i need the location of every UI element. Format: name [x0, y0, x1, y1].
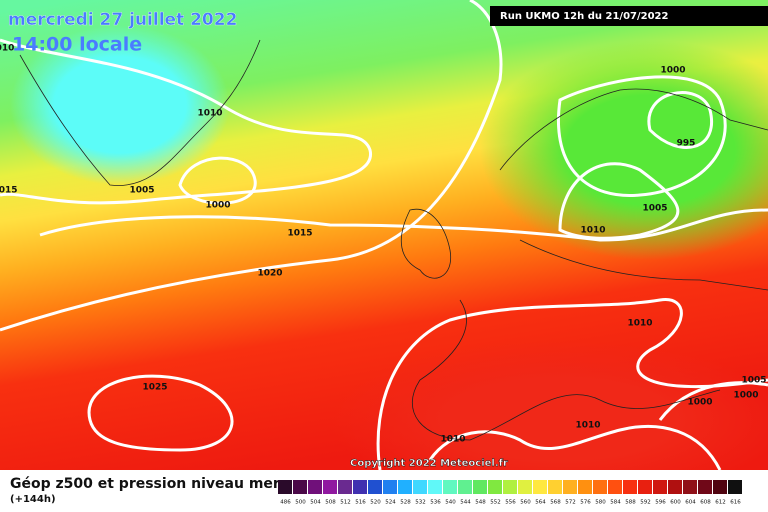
scale-label: 568 [550, 500, 561, 506]
scale-label: 588 [625, 500, 636, 506]
scale-swatch [398, 480, 412, 494]
scale-label: 584 [610, 500, 621, 506]
coastlines [19, 39, 768, 441]
scale-label: 524 [385, 500, 396, 506]
ridge [330, 340, 768, 470]
footer-title: Géop z500 et pression niveau mer [10, 476, 280, 492]
isobar-label: 1010 [440, 435, 465, 445]
scale-swatch [353, 480, 367, 494]
scale-swatch [308, 480, 322, 494]
scale-label: 604 [685, 500, 696, 506]
scale-label: 548 [475, 500, 486, 506]
isobar-label: 1000 [733, 391, 758, 401]
scale-swatch [338, 480, 352, 494]
isobar-label: 1010 [197, 109, 222, 119]
isobars [0, 0, 768, 470]
scale-label: 508 [325, 500, 336, 506]
scale-swatch [638, 480, 652, 494]
scale-label: 560 [520, 500, 531, 506]
scale-label: 540 [445, 500, 456, 506]
run-label: Run UKMO 12h du 21/07/2022 [500, 11, 669, 22]
isobar-label: 1010 [575, 421, 600, 431]
scale-swatch [563, 480, 577, 494]
isobar-label: 995 [677, 139, 696, 149]
scale-label: 592 [640, 500, 651, 506]
scale-label: 486 [280, 500, 291, 506]
scale-label: 572 [565, 500, 576, 506]
scale-swatch [608, 480, 622, 494]
date: mercredi 27 juillet 2022 [8, 10, 237, 30]
copyright: Copyright 2022 Meteociel.fr [350, 458, 508, 469]
footer-lead: (+144h) [10, 494, 56, 505]
scale-swatch [668, 480, 682, 494]
local-time: 14:00 locale [12, 34, 142, 56]
scale-swatch [488, 480, 502, 494]
isobar-label: 1000 [660, 66, 685, 76]
scale-label: 528 [400, 500, 411, 506]
scale-label: 500 [295, 500, 306, 506]
scale-label: 504 [310, 500, 321, 506]
scale-label: 536 [430, 500, 441, 506]
run-box [490, 6, 768, 26]
scale-label: 520 [370, 500, 381, 506]
scale-swatch [518, 480, 532, 494]
scale-label: 556 [505, 500, 516, 506]
scale-swatch [368, 480, 382, 494]
scale-swatch [698, 480, 712, 494]
scale-swatch [383, 480, 397, 494]
isobar-label: 1015 [0, 186, 18, 196]
scale-label: 608 [700, 500, 711, 506]
scale-label: 564 [535, 500, 546, 506]
isobar-label: 1015 [287, 229, 312, 239]
scale-swatch [623, 480, 637, 494]
cold-pool [10, 25, 230, 185]
isobar-label: 1020 [257, 269, 282, 279]
scale-swatch [293, 480, 307, 494]
scale-swatch [428, 480, 442, 494]
scale-swatch [548, 480, 562, 494]
scale-swatch [533, 480, 547, 494]
scale-swatch [578, 480, 592, 494]
color-scale: 486 500 504 508 512 516 520 524 528 532 536 540 544 5… [278, 480, 742, 506]
scale-label: 532 [415, 500, 426, 506]
scale-label: 576 [580, 500, 591, 506]
scale-label: 616 [730, 500, 741, 506]
scale-swatch [458, 480, 472, 494]
isobar-label: 1000 [205, 201, 230, 211]
scale-swatch [683, 480, 697, 494]
scale-label: 516 [355, 500, 366, 506]
scale-swatch [593, 480, 607, 494]
scale-swatch [653, 480, 667, 494]
isobar-label: 1005 [129, 186, 154, 196]
scale-label: 580 [595, 500, 606, 506]
isobar-label: 1000 [687, 398, 712, 408]
isobar-label: 1005 [642, 204, 667, 214]
isobar-label: 1010 [627, 319, 652, 329]
scale-swatch [278, 480, 292, 494]
scale-swatch [713, 480, 727, 494]
scale-swatch [728, 480, 742, 494]
scale-label: 512 [340, 500, 351, 506]
scale-swatch [503, 480, 517, 494]
isobar-label: 1010 [580, 226, 605, 236]
scale-label: 596 [655, 500, 666, 506]
scale-label: 544 [460, 500, 471, 506]
scale-label: 600 [670, 500, 681, 506]
scale-swatch [323, 480, 337, 494]
scale-label: 552 [490, 500, 501, 506]
isobar-label: 010 [0, 44, 14, 54]
scale-swatch [473, 480, 487, 494]
scale-swatch [413, 480, 427, 494]
scale-swatch [443, 480, 457, 494]
footer: Géop z500 et pression niveau mer (+144h)… [0, 470, 768, 512]
isobar-label: 1005 [741, 376, 766, 386]
map: Run UKMO 12h du 21/07/2022 mercredi 27 j… [0, 0, 768, 470]
scale-label: 612 [715, 500, 726, 506]
isobar-label: 1025 [142, 383, 167, 393]
